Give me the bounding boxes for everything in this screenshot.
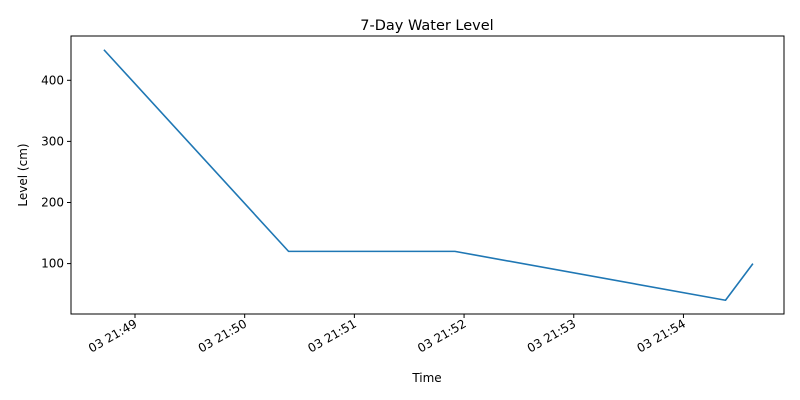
y-tick-label: 100 [41,257,64,271]
plot-area: 100 200 300 400 03 21:49 03 21:50 03 21:51 03 2… [41,35,785,355]
series-line [103,49,754,302]
x-tick-label: 03 21:52 [415,316,468,355]
y-axis-title: Level (cm) [16,143,30,206]
x-tick-label: 03 21:54 [634,316,687,355]
y-tick-label: 400 [41,73,64,87]
x-tick-label: 03 21:51 [305,316,358,355]
y-tick-label: 300 [41,134,64,148]
plot-frame [70,35,785,315]
chart-title: 7-Day Water Level [360,18,493,34]
x-axis-title: Time [411,371,441,385]
x-tick-label: 03 21:50 [196,316,249,355]
y-tick-label: 200 [41,195,64,209]
x-tick-label: 03 21:49 [86,316,139,355]
x-tick-label: 03 21:53 [525,316,578,355]
